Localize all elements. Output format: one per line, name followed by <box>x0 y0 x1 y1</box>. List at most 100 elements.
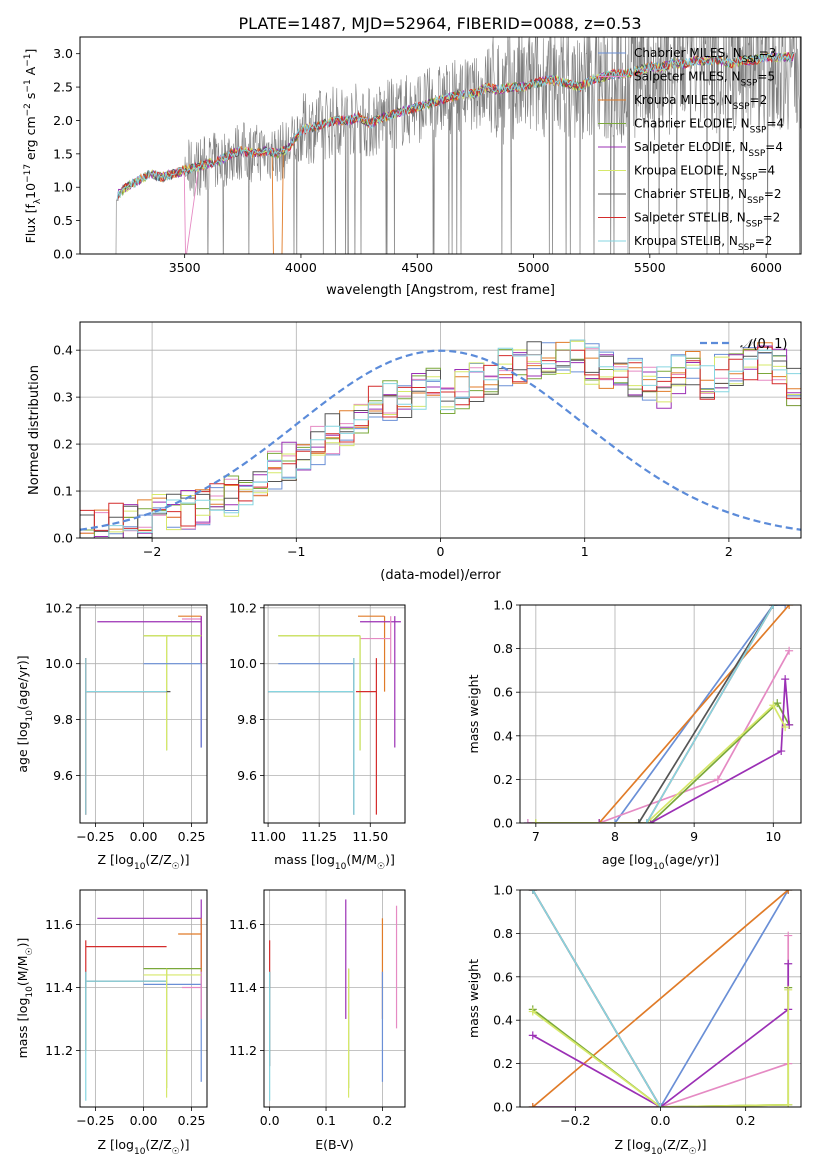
x-axis-label: E(B-V) <box>315 1137 354 1152</box>
weight-marker <box>531 819 540 823</box>
y-tick-label: 0.2 <box>493 772 513 787</box>
x-tick-label: 1 <box>581 544 589 559</box>
plot-area <box>80 339 801 538</box>
y-tick-label: 10.2 <box>229 600 257 615</box>
y-tick-label: 10.0 <box>45 656 73 671</box>
histogram-step <box>80 341 801 538</box>
plot-area <box>523 605 794 823</box>
plot-area <box>85 615 202 815</box>
x-tick-label: 0.0 <box>651 1113 671 1128</box>
panel-age_vs_Z: −0.25 0.00 0.25 9.6 9.8 10.0 10.2 Z [log10(Z/Z☉… <box>15 600 208 872</box>
y-axis-label: mass [log10(M/M☉)] <box>15 938 35 1059</box>
plot-area <box>85 899 202 1101</box>
weight-marker <box>634 819 643 823</box>
y-tick-label: 10.0 <box>229 656 257 671</box>
weight-line <box>598 605 790 823</box>
x-axis-label: wavelength [Angstrom, rest frame] <box>326 283 555 298</box>
weight-line <box>535 703 786 823</box>
y-tick-label: 1.0 <box>493 598 513 613</box>
y-tick-label: 11.2 <box>229 1043 257 1058</box>
y-tick-label: 3.0 <box>53 46 73 61</box>
histogram-step <box>80 345 801 538</box>
weight-marker <box>528 890 537 894</box>
axes-frame <box>263 889 406 1108</box>
x-tick-label: 0.25 <box>178 829 206 844</box>
weight-marker <box>784 959 793 968</box>
weight-marker <box>656 1103 665 1107</box>
y-tick-label: 9.6 <box>53 768 73 783</box>
y-tick-label: 0.4 <box>53 343 73 358</box>
histogram-step <box>80 339 801 534</box>
weight-marker <box>784 985 793 994</box>
x-tick-label: 0.00 <box>130 1113 158 1128</box>
weight-marker <box>610 819 619 823</box>
y-tick-label: 0.2 <box>493 1056 513 1071</box>
x-axis-label: Z [log10(Z/Z☉)] <box>615 1137 707 1157</box>
panel-residuals: −2 −1 0 1 2 0.0 0.1 0.2 0.3 0.4 𝒩(0, 1) (data-model… <box>27 321 802 583</box>
y-tick-label: 0.8 <box>493 641 513 656</box>
weight-marker <box>784 890 793 894</box>
figure-title: PLATE=1487, MJD=52964, FIBERID=0088, z=0… <box>238 14 641 33</box>
y-tick-label: 1.0 <box>493 883 513 898</box>
y-axis-label: Normed distribution <box>27 365 42 495</box>
y-tick-label: 0.4 <box>493 728 513 743</box>
panel-mass_vs_ebv: 0.0 0.1 0.2 11.2 11.4 11.6 E(B-V) <box>229 889 406 1152</box>
weight-line <box>532 890 789 1107</box>
histogram-step <box>80 339 801 538</box>
legend-entry: 𝒩(0, 1) <box>740 337 787 352</box>
plot-area <box>528 890 793 1107</box>
weight-marker <box>785 605 794 609</box>
x-tick-label: 11.25 <box>301 829 337 844</box>
x-axis-label: mass [log10(M/M☉)] <box>274 852 395 872</box>
x-tick-label: 0.00 <box>130 829 158 844</box>
x-tick-label: 9 <box>690 829 698 844</box>
x-axis-label: (data-model)/error <box>380 568 501 583</box>
x-tick-label: −2 <box>143 544 161 559</box>
y-axis-label: Flux [fλ10−17 erg cm−2 s−1 A−1] <box>23 49 43 244</box>
weight-marker <box>523 819 532 823</box>
weight-marker <box>769 701 778 710</box>
x-tick-label: 7 <box>532 829 540 844</box>
x-tick-label: −1 <box>287 544 305 559</box>
y-axis-label: mass weight <box>466 959 481 1038</box>
y-tick-label: 0.1 <box>53 484 73 499</box>
weight-marker <box>784 931 793 940</box>
y-axis-label: mass weight <box>466 674 481 753</box>
legend-entry: Chabrier MILES, NSSP=3 <box>634 46 776 65</box>
plot-area <box>269 899 398 1101</box>
weight-marker <box>528 1007 537 1016</box>
x-tick-label: 0.2 <box>736 1113 756 1128</box>
y-tick-label: 10.2 <box>45 600 73 615</box>
x-tick-label: −0.25 <box>76 829 114 844</box>
y-tick-label: 9.6 <box>237 768 257 783</box>
y-tick-label: 11.6 <box>229 917 257 932</box>
y-tick-label: 0.5 <box>53 213 73 228</box>
y-tick-label: 0.0 <box>53 247 73 262</box>
y-tick-label: 0.6 <box>493 685 513 700</box>
legend-entry: Kroupa MILES, NSSP=2 <box>634 93 767 112</box>
weight-marker <box>528 1031 537 1040</box>
y-tick-label: 0.0 <box>493 816 513 831</box>
y-tick-label: 2.5 <box>53 80 73 95</box>
x-tick-label: −0.25 <box>76 1113 114 1128</box>
y-tick-label: 11.4 <box>229 980 257 995</box>
weight-marker <box>528 1103 537 1107</box>
weight-marker <box>781 723 790 732</box>
x-tick-label: 0.25 <box>178 1113 206 1128</box>
histogram-step <box>80 346 801 532</box>
legend-entry: Kroupa STELIB, NSSP=2 <box>634 234 772 253</box>
weight-marker <box>781 675 790 684</box>
weight-marker <box>713 775 722 784</box>
x-tick-label: −0.2 <box>560 1113 590 1128</box>
weight-marker <box>784 1100 793 1107</box>
y-tick-label: 0.3 <box>53 390 73 405</box>
y-tick-label: 1.0 <box>53 180 73 195</box>
x-tick-label: 11.00 <box>250 829 286 844</box>
weight-line <box>532 890 789 1107</box>
y-tick-label: 0.2 <box>53 437 73 452</box>
panel-age_vs_mass: 11.00 11.25 11.50 9.6 9.8 10.0 10.2 mass [log10… <box>229 600 406 872</box>
x-tick-label: 0.0 <box>260 1113 280 1128</box>
axes-frame <box>519 604 802 824</box>
x-tick-label: 6000 <box>750 260 782 275</box>
x-tick-label: 3500 <box>169 260 201 275</box>
